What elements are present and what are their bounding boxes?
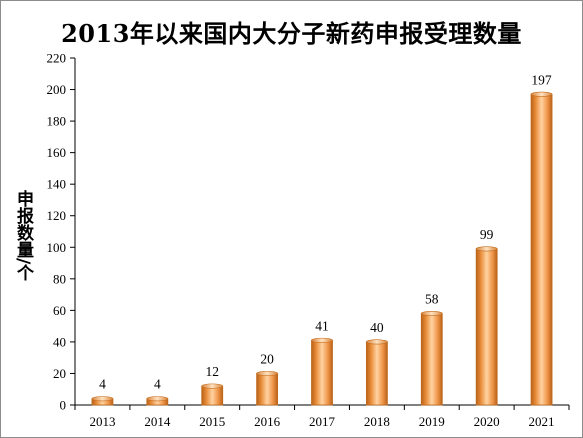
x-tick-label: 2015 — [199, 414, 225, 429]
x-tick-label: 2014 — [144, 414, 171, 429]
data-label: 4 — [99, 377, 106, 392]
data-label: 12 — [205, 364, 219, 379]
x-tick-label: 2018 — [364, 414, 390, 429]
bar — [311, 339, 333, 406]
data-label: 197 — [531, 72, 552, 87]
data-label: 20 — [260, 351, 274, 366]
bar — [365, 341, 388, 406]
bar-cap — [311, 337, 333, 343]
bar-cap — [420, 311, 443, 317]
y-tick-label: 140 — [47, 177, 67, 192]
y-tick-label: 180 — [47, 114, 67, 129]
x-tick-label: 2016 — [254, 414, 281, 429]
bar-cap — [201, 383, 224, 389]
y-axis-title: 申报数量/个 — [13, 190, 33, 282]
bar — [256, 373, 279, 406]
data-label: 41 — [315, 318, 329, 333]
x-tick-label: 2019 — [419, 414, 445, 429]
data-label: 58 — [425, 292, 439, 307]
y-tick-label: 120 — [47, 208, 67, 223]
x-tick-label: 2017 — [309, 414, 336, 429]
bar-cap — [530, 91, 553, 97]
data-label: 4 — [154, 377, 161, 392]
data-label: 40 — [370, 320, 384, 335]
y-tick-label: 220 — [47, 51, 67, 66]
data-label: 99 — [480, 227, 494, 242]
bar — [201, 385, 224, 406]
y-tick-label: 40 — [53, 334, 66, 349]
bar-cap — [366, 339, 388, 345]
x-tick-label: 2021 — [529, 414, 555, 429]
bar — [475, 248, 498, 406]
y-tick-label: 80 — [53, 271, 66, 286]
chart-title: 2013年以来国内大分子新药申报受理数量 — [61, 19, 522, 48]
bar-cap — [146, 396, 169, 402]
bar-cap — [256, 370, 278, 376]
x-tick-label: 2020 — [474, 414, 500, 429]
y-tick-label: 60 — [53, 303, 66, 318]
bar — [420, 313, 443, 406]
x-tick-label: 2013 — [89, 414, 115, 429]
bar-cap — [91, 396, 114, 402]
y-tick-label: 160 — [47, 145, 67, 160]
bar-cap — [475, 246, 498, 252]
y-tick-label: 100 — [47, 240, 67, 255]
y-tick-label: 20 — [53, 366, 66, 381]
y-tick-label: 200 — [47, 82, 67, 97]
y-tick-label: 0 — [60, 398, 67, 413]
bar — [530, 93, 553, 406]
